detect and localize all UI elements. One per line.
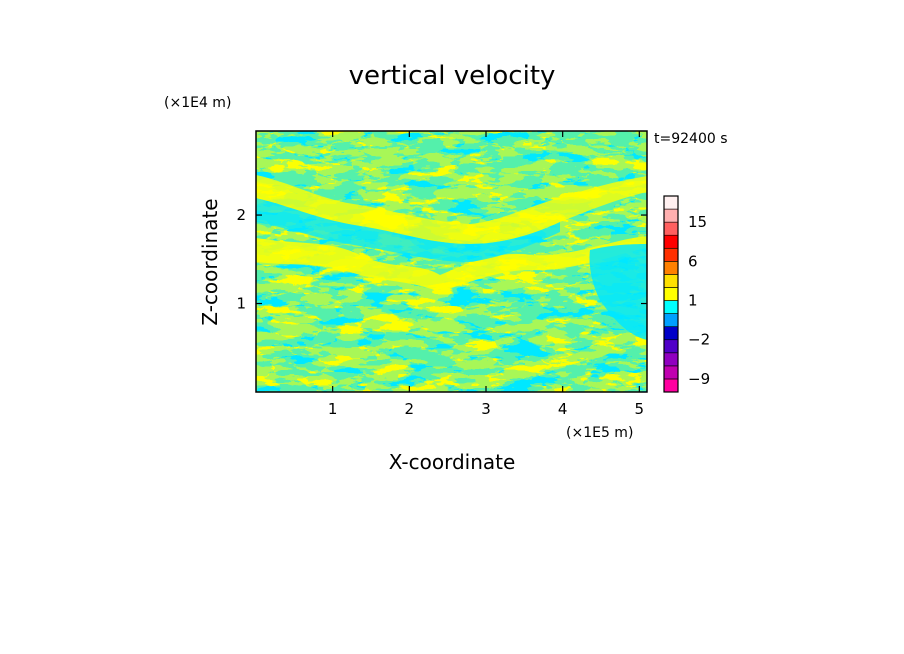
y-tick-label: 2 xyxy=(236,206,246,224)
colorbar: 15 6 1 −2 −9 xyxy=(663,195,710,393)
y-axis-label: Z-coordinate xyxy=(198,198,222,325)
colorbar-segment xyxy=(663,339,679,354)
colorbar-segment xyxy=(663,247,679,262)
colorbar-segment xyxy=(663,208,679,223)
colorbar-tick-label: 6 xyxy=(688,252,698,270)
colorbar-segment xyxy=(663,365,679,380)
positive-band-lower xyxy=(256,236,647,292)
x-tick-label: 2 xyxy=(405,400,415,418)
colorbar-segment xyxy=(663,378,679,393)
y-axis: 12 xyxy=(236,206,647,313)
colorbar-tick-label: −9 xyxy=(688,370,710,388)
colorbar-frame xyxy=(663,195,679,393)
negative-band-mid xyxy=(256,198,560,262)
colorbar-segment xyxy=(663,234,679,249)
y-scale-label: (×1E4 m) xyxy=(164,95,231,111)
y-tick-label: 1 xyxy=(236,295,246,313)
colorbar-segment xyxy=(663,300,679,314)
time-label: t=92400 s xyxy=(654,131,728,147)
positive-band-upper xyxy=(256,175,647,244)
colorbar-segment xyxy=(663,261,679,275)
velocity-bands xyxy=(256,175,647,340)
negative-band-right xyxy=(589,244,647,340)
x-tick-label: 4 xyxy=(558,400,568,418)
colorbar-segment xyxy=(663,274,679,288)
colorbar-segment xyxy=(663,313,679,327)
colorbar-tick-label: −2 xyxy=(688,331,710,349)
plot-frame xyxy=(255,130,648,393)
colorbar-segment xyxy=(663,195,679,210)
colorbar-segment xyxy=(663,326,679,341)
colorbar-tick-label: 1 xyxy=(688,292,698,310)
x-scale-label: (×1E5 m) xyxy=(566,425,633,441)
colorbar-tick-label: 15 xyxy=(688,213,707,231)
x-tick-label: 5 xyxy=(635,400,645,418)
colorbar-segment xyxy=(663,287,679,301)
colorbar-segment xyxy=(663,221,679,236)
colorbar-segment xyxy=(663,352,679,367)
chart-title: vertical velocity xyxy=(349,61,556,91)
x-axis: 1 2 3 4 5 xyxy=(328,131,644,418)
x-axis-label: X-coordinate xyxy=(389,450,516,474)
velocity-field xyxy=(256,131,647,392)
x-tick-label: 1 xyxy=(328,400,338,418)
x-tick-label: 3 xyxy=(481,400,491,418)
